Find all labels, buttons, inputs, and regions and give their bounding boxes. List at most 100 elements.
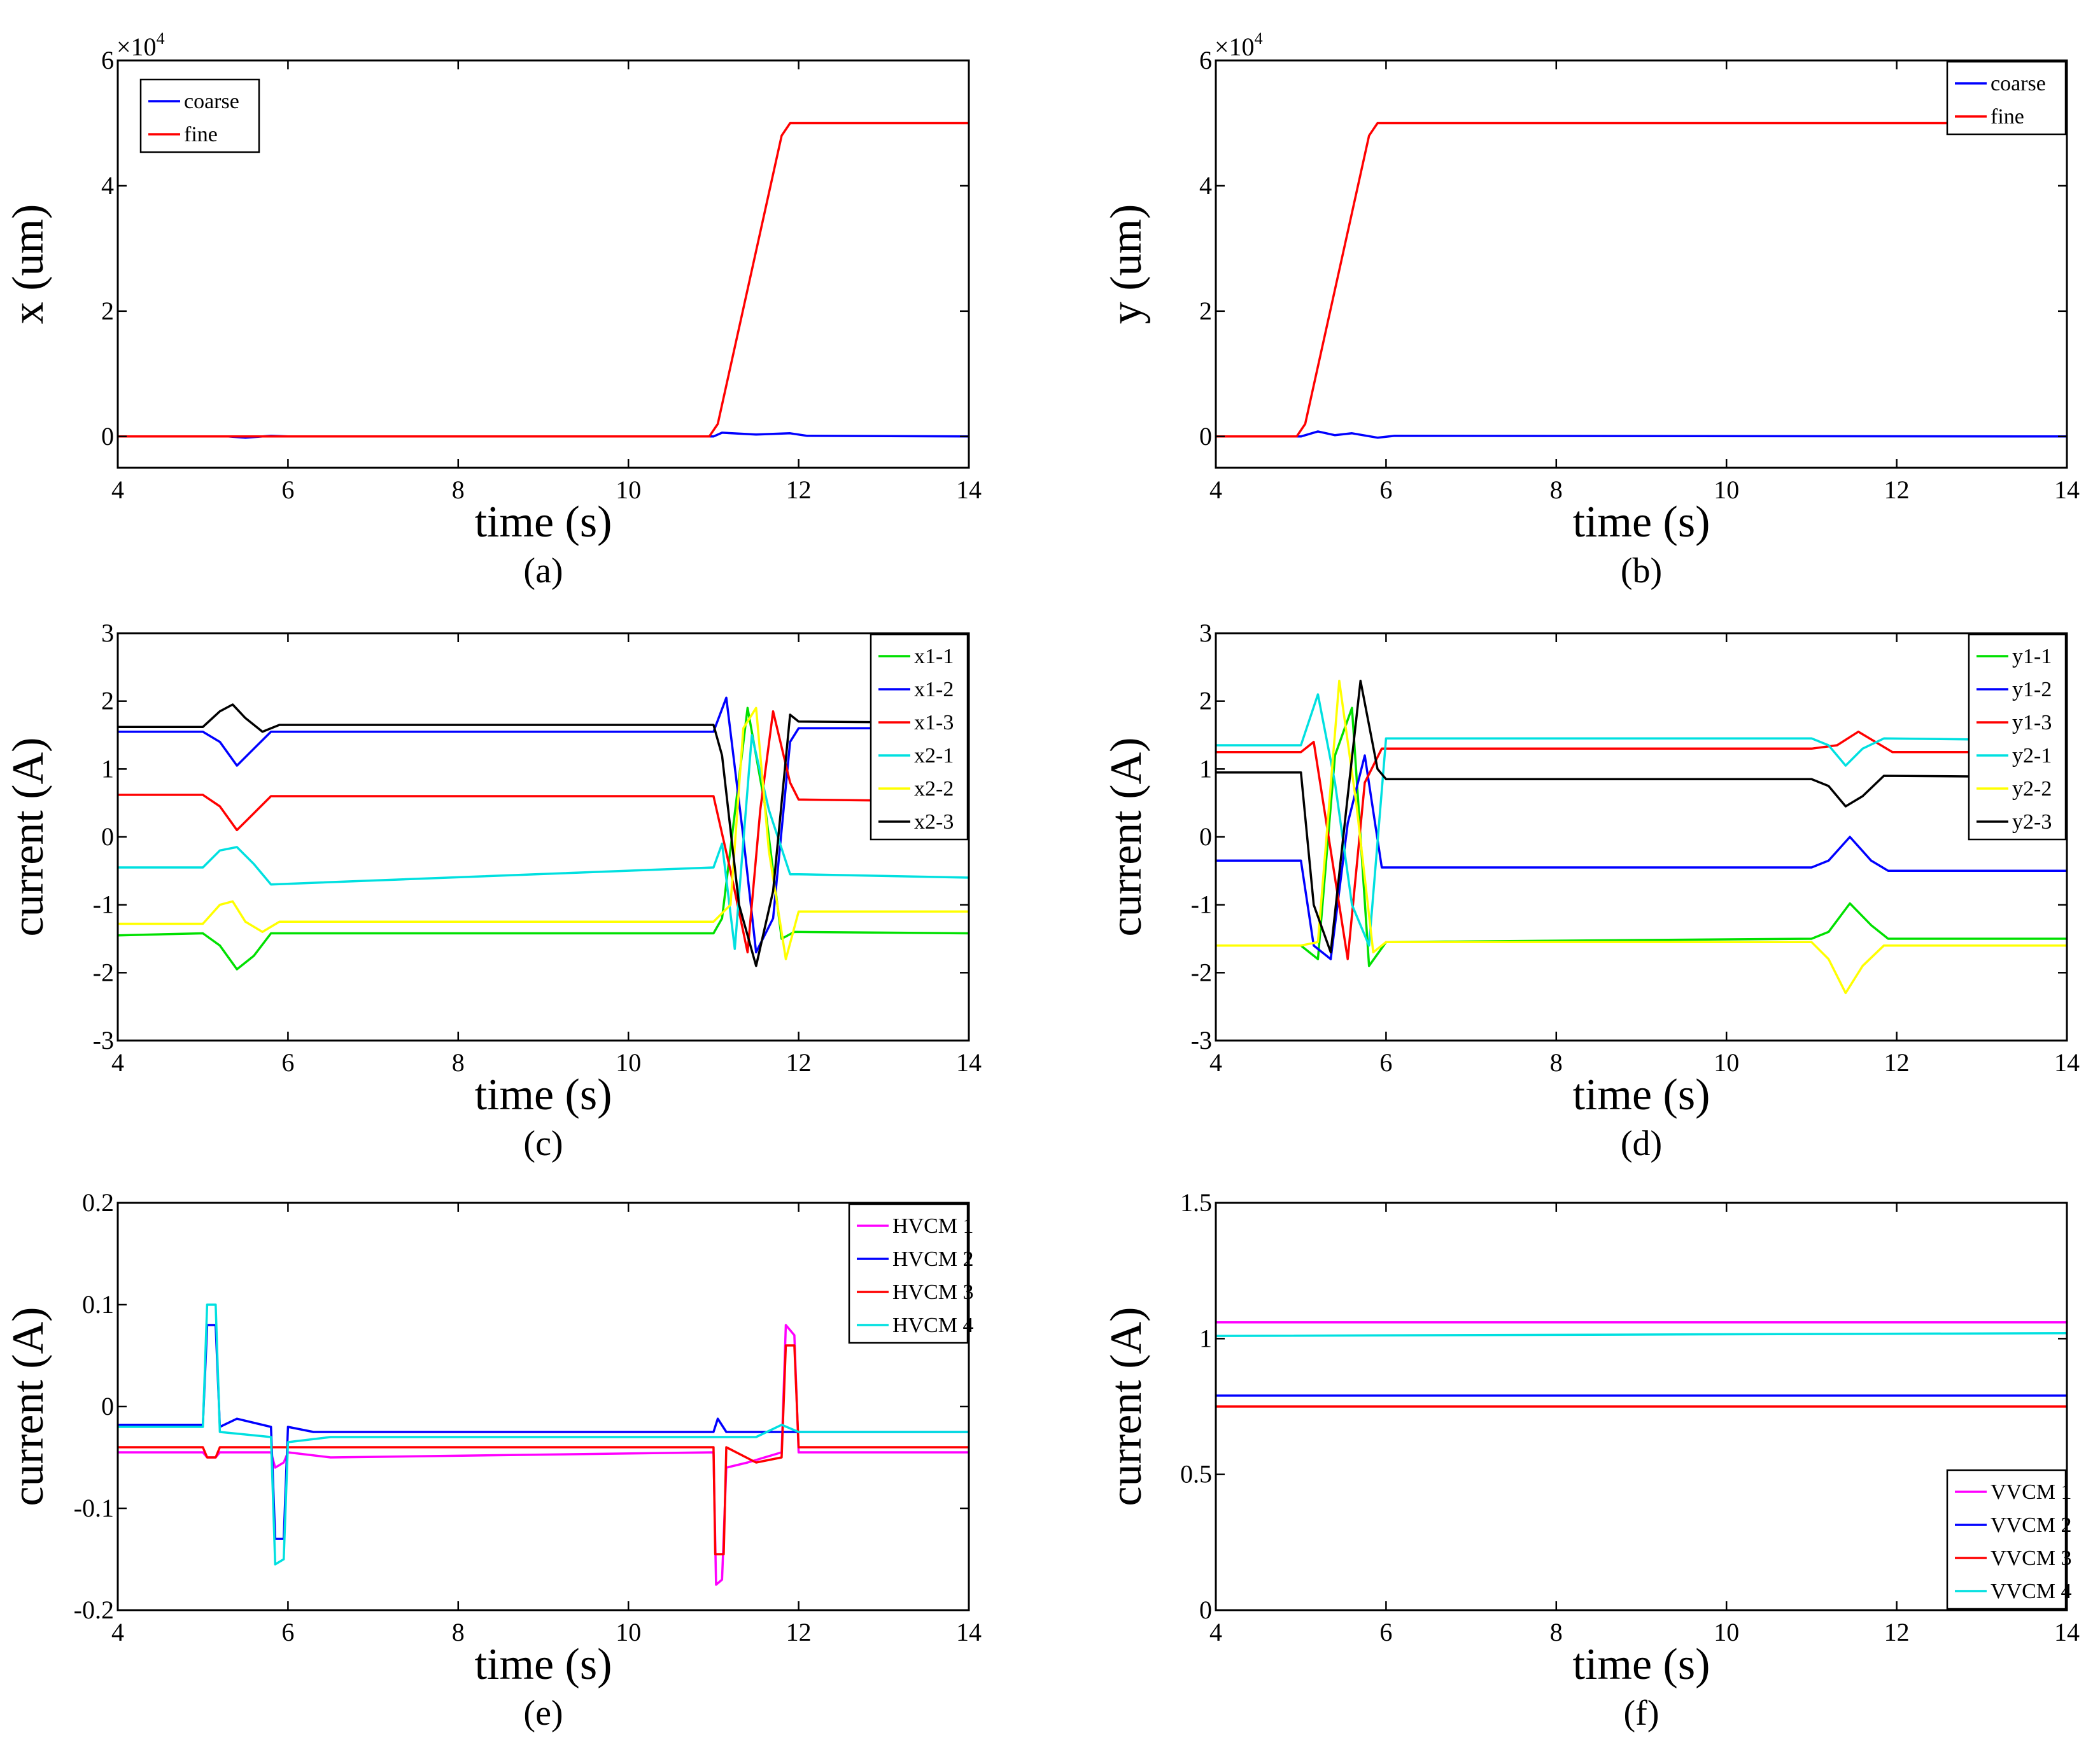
x-tick-label: 4 bbox=[111, 475, 124, 504]
y-tick-label: 3 bbox=[101, 619, 114, 647]
y-tick-label: 2 bbox=[101, 297, 114, 325]
x-tick-label: 4 bbox=[1209, 1048, 1222, 1077]
panel-label: (a) bbox=[523, 551, 563, 591]
y-tick-label: 1 bbox=[1199, 1324, 1212, 1352]
legend-entry-label: VVCM 4 bbox=[1991, 1580, 2072, 1603]
x-axis-title: time (s) bbox=[1573, 1070, 1710, 1119]
y-tick-label: 1.5 bbox=[1180, 1188, 1212, 1217]
legend-entry-label: VVCM 1 bbox=[1991, 1480, 2072, 1504]
x-tick-label: 10 bbox=[1714, 1048, 1739, 1077]
legend-entry-label: HVCM 1 bbox=[892, 1214, 974, 1238]
y-tick-label: 0.2 bbox=[82, 1188, 114, 1217]
data-series-group bbox=[1216, 122, 2067, 439]
y-tick-label: -2 bbox=[93, 958, 114, 986]
data-series-group bbox=[1216, 1321, 2067, 1408]
legend-entry-label: VVCM 3 bbox=[1991, 1547, 2072, 1570]
legend-entry-label: y1-1 bbox=[2012, 645, 2052, 668]
legend-entry-label: HVCM 3 bbox=[892, 1280, 974, 1304]
legend-entry-label: y2-1 bbox=[2012, 744, 2052, 768]
y-tick-label: 0 bbox=[101, 1392, 114, 1421]
x-tick-label: 14 bbox=[956, 1048, 982, 1077]
series-line-y2-1 bbox=[1216, 693, 2067, 947]
x-tick-label: 14 bbox=[956, 1618, 982, 1646]
y-tick-label: 0 bbox=[1199, 422, 1212, 451]
series-line-x2-3 bbox=[118, 703, 969, 967]
panel-label: (d) bbox=[1621, 1124, 1662, 1163]
series-line-fine bbox=[1216, 122, 2067, 438]
y-tick-label: -0.1 bbox=[74, 1494, 114, 1522]
x-tick-label: 8 bbox=[1550, 1618, 1563, 1646]
legend-box bbox=[870, 633, 969, 841]
series-line-x1-2 bbox=[118, 696, 969, 954]
exponent-power: 4 bbox=[157, 29, 165, 48]
series-line-x2-2 bbox=[118, 706, 969, 960]
x-axis-title: time (s) bbox=[1573, 498, 1710, 547]
series-line-hvcm-3 bbox=[118, 1344, 969, 1555]
x-tick-label: 14 bbox=[2054, 475, 2080, 504]
x-axis-title: time (s) bbox=[1573, 1640, 1710, 1689]
series-line-fine bbox=[118, 122, 969, 438]
series-line-vvcm-4 bbox=[1216, 1332, 2067, 1337]
y-axis-title: y (um) bbox=[1102, 204, 1151, 325]
legend-entry-label: x1-2 bbox=[914, 678, 954, 701]
legend-entry-label: y2-2 bbox=[2012, 777, 2052, 801]
legend-entry-label: x2-1 bbox=[914, 744, 954, 768]
legend-entry-label: x1-1 bbox=[914, 645, 954, 668]
legend: coarse fine bbox=[1946, 60, 2067, 136]
y-axis-title: current (A) bbox=[1102, 1307, 1151, 1506]
x-tick-label: 8 bbox=[452, 1618, 465, 1646]
legend-box bbox=[848, 1203, 969, 1344]
y-tick-label: -0.2 bbox=[74, 1596, 114, 1624]
x-tick-label: 4 bbox=[1209, 475, 1222, 504]
x-tick-label: 14 bbox=[2054, 1618, 2080, 1646]
x-axis-title: time (s) bbox=[475, 1640, 612, 1689]
data-series-group bbox=[118, 1303, 969, 1586]
series-line-x1-3 bbox=[118, 710, 969, 954]
x-tick-label: 6 bbox=[1379, 1618, 1392, 1646]
panel-label: (f) bbox=[1624, 1694, 1660, 1733]
x-tick-label: 6 bbox=[1379, 1048, 1392, 1077]
axes-frame bbox=[116, 1202, 970, 1611]
legend-entry-label: HVCM 4 bbox=[892, 1314, 974, 1337]
legend: coarse fine bbox=[139, 78, 260, 153]
y-tick-label: 1 bbox=[1199, 754, 1212, 783]
y-tick-label: -3 bbox=[93, 1026, 114, 1055]
legend-box bbox=[1946, 60, 2067, 136]
x-tick-label: 12 bbox=[1884, 475, 1910, 504]
x-axis-title: time (s) bbox=[475, 1070, 612, 1119]
series-line-y1-2 bbox=[1216, 754, 2067, 960]
y-axis-title: current (A) bbox=[1102, 738, 1151, 937]
y-tick-label: 6 bbox=[101, 46, 114, 74]
x-tick-label: 12 bbox=[786, 1618, 812, 1646]
x-tick-label: 8 bbox=[1550, 475, 1563, 504]
y-tick-label: 0 bbox=[101, 422, 114, 451]
y-tick-label: 3 bbox=[1199, 619, 1212, 647]
y-tick-label: 0 bbox=[1199, 822, 1212, 851]
y-tick-label: 0 bbox=[101, 822, 114, 851]
data-series-group bbox=[118, 122, 969, 439]
exponent-power: 4 bbox=[1255, 29, 1263, 48]
y-tick-label: 4 bbox=[101, 171, 114, 200]
y-tick-label: -1 bbox=[93, 890, 114, 919]
panel-label: (e) bbox=[523, 1694, 563, 1733]
y-tick-label: 0 bbox=[1199, 1596, 1212, 1624]
exponent-base: ×10 bbox=[1215, 32, 1255, 61]
legend-entry-label: coarse bbox=[1991, 72, 2046, 95]
x-tick-label: 6 bbox=[1379, 475, 1392, 504]
panel-label: (c) bbox=[523, 1124, 563, 1163]
x-tick-label: 10 bbox=[616, 475, 641, 504]
x-tick-label: 6 bbox=[281, 475, 294, 504]
axes-frame bbox=[116, 59, 970, 469]
legend-entry-label: HVCM 2 bbox=[892, 1247, 974, 1271]
x-tick-label: 4 bbox=[111, 1048, 124, 1077]
legend-entry-label: x2-2 bbox=[914, 777, 954, 801]
legend-box bbox=[1946, 1469, 2067, 1610]
x-tick-label: 10 bbox=[616, 1618, 641, 1646]
legend-box bbox=[139, 78, 260, 153]
y-tick-label: -1 bbox=[1191, 890, 1212, 919]
y-axis-title: current (A) bbox=[4, 1307, 53, 1506]
legend-entry-label: VVCM 2 bbox=[1991, 1513, 2072, 1537]
y-tick-label: 4 bbox=[1199, 171, 1212, 200]
